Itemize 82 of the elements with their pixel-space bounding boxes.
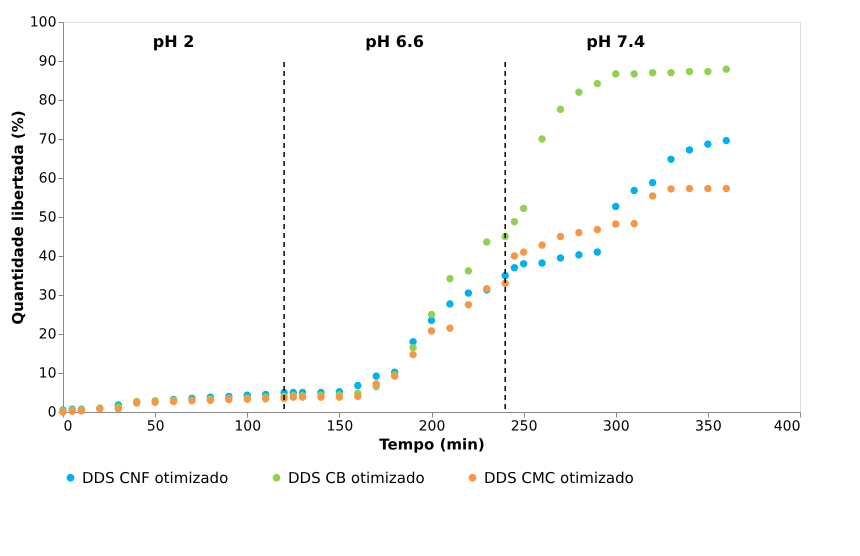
point [556, 254, 564, 262]
x-tick-label: 200 [418, 418, 446, 434]
x-tick-label: 150 [326, 418, 354, 434]
point [354, 392, 362, 400]
y-tick-label: 60 [38, 170, 56, 186]
x-tick-label: 400 [774, 418, 800, 434]
x-tick-label: 300 [602, 418, 630, 434]
x-tick-label: 250 [510, 418, 538, 434]
y-tick-label: 70 [38, 132, 56, 148]
x-tick-label: 50 [146, 418, 165, 434]
point [556, 232, 564, 240]
y-tick-label: 20 [38, 326, 56, 342]
y-tick-label: 90 [38, 54, 56, 70]
point [612, 202, 620, 210]
point [594, 80, 602, 88]
point [446, 274, 454, 282]
point [510, 252, 518, 260]
point [594, 248, 602, 256]
point [556, 106, 564, 114]
point [722, 65, 730, 73]
point [538, 259, 546, 267]
legend-label: DDS CB otimizado [288, 468, 425, 487]
point [409, 344, 417, 352]
point [464, 301, 472, 308]
point [510, 218, 518, 226]
point [630, 70, 638, 78]
x-tick-label: 350 [695, 418, 722, 434]
point [612, 220, 620, 228]
point [354, 382, 362, 390]
y-tick-label: 0 [48, 404, 56, 420]
point [510, 264, 518, 272]
x-tick-label: 100 [234, 418, 262, 434]
point [446, 300, 454, 308]
point [464, 267, 472, 275]
point [520, 260, 528, 268]
point [667, 156, 675, 163]
y-tick-label: 30 [38, 288, 56, 304]
point [667, 185, 675, 193]
point [464, 289, 472, 297]
point [372, 372, 380, 380]
point [538, 241, 546, 249]
point [575, 88, 583, 96]
point [704, 68, 712, 76]
point [612, 70, 620, 78]
point [630, 220, 638, 228]
point [648, 69, 656, 76]
point [722, 136, 730, 144]
annotation: pH 7.4 [586, 32, 646, 51]
y-tick-label: 50 [38, 210, 56, 226]
point [428, 310, 436, 318]
point [409, 350, 417, 358]
point [630, 186, 638, 194]
point [686, 146, 694, 154]
point [575, 251, 583, 259]
point [446, 324, 454, 332]
x-tick-label: 0 [64, 418, 72, 434]
point [372, 380, 380, 388]
point [520, 204, 528, 212]
y-tick-label: 10 [38, 366, 56, 382]
point [483, 238, 490, 246]
point [538, 135, 546, 143]
point [704, 184, 712, 192]
point [667, 69, 675, 76]
point [575, 228, 583, 236]
annotation: pH 6.6 [365, 32, 424, 51]
point [722, 184, 730, 192]
point [520, 248, 528, 256]
point [686, 68, 694, 76]
x-axis-title: Tempo (min) [379, 436, 485, 454]
legend-label: DDS CNF otimizado [82, 468, 228, 487]
y-axis-title: Quantidade libertada (%) [8, 110, 27, 325]
point [704, 140, 712, 148]
y-tick-label: 80 [38, 92, 56, 108]
point [648, 178, 656, 186]
legend-label: DDS CMC otimizado [484, 468, 634, 487]
y-tick-label: 100 [30, 14, 56, 30]
y-tick-label: 40 [38, 248, 56, 264]
point [594, 226, 602, 234]
annotation: pH 2 [152, 32, 194, 51]
point [686, 184, 694, 192]
point [428, 327, 436, 335]
point [648, 192, 656, 200]
